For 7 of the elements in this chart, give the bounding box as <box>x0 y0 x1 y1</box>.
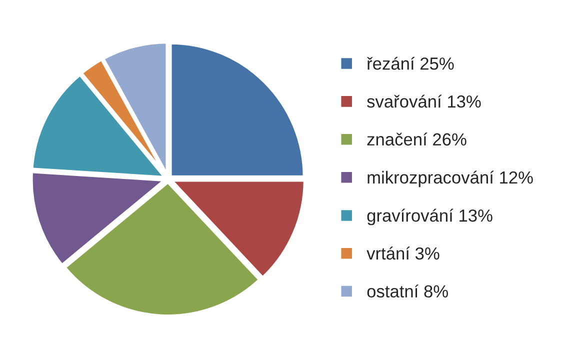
legend-label: ostatní 8% <box>367 284 448 298</box>
legend-label: mikrozpracování 12% <box>368 170 533 188</box>
legend-label: vrtání 3% <box>366 246 440 260</box>
legend-label: svařování 13% <box>367 94 481 108</box>
legend-label: gravírování 13% <box>367 208 492 226</box>
legend-label: značení 26% <box>367 132 466 146</box>
legend-label: řezání 25% <box>367 56 454 70</box>
